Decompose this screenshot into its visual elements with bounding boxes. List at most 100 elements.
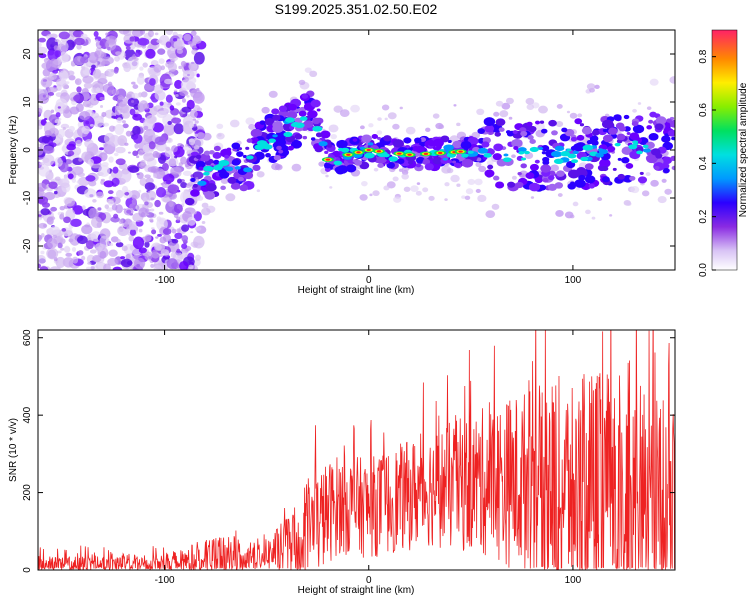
noise-blob — [42, 68, 51, 77]
noise-blob — [129, 221, 137, 231]
noise-blob — [38, 254, 46, 265]
ridge-blob — [567, 183, 576, 190]
ridge-highlight — [197, 180, 207, 186]
ridge-blob — [541, 145, 550, 152]
ridge-blob — [274, 138, 286, 147]
noise-blob — [194, 120, 199, 124]
ridge-blob — [303, 120, 314, 129]
noise-blob — [62, 257, 75, 268]
noise-blob — [125, 94, 133, 99]
ridge-highlight — [290, 122, 299, 127]
noise-blob — [132, 125, 141, 136]
ridge-blob — [584, 175, 596, 184]
noise-blob — [465, 188, 474, 195]
noise-blob — [81, 125, 91, 135]
noise-blob — [129, 203, 138, 211]
ridge-blob — [377, 162, 384, 168]
ridge-blob — [460, 140, 472, 150]
noise-blob — [361, 181, 368, 187]
noise-blob — [144, 201, 149, 206]
ridge-blob — [570, 136, 578, 142]
ridge-blob — [621, 157, 630, 164]
noise-blob — [115, 51, 122, 56]
ridge-blob — [453, 162, 461, 168]
ridge-blob — [336, 139, 348, 149]
ridge-blob — [278, 149, 284, 154]
ridge-blob — [542, 177, 549, 183]
noise-blob — [85, 175, 96, 182]
noise-blob — [171, 145, 178, 153]
noise-blob — [179, 260, 189, 270]
noise-blob — [167, 184, 180, 194]
noise-blob — [387, 112, 397, 120]
noise-blob — [381, 104, 390, 111]
noise-blob — [637, 102, 642, 105]
noise-blob — [52, 235, 58, 239]
noise-blob — [626, 201, 632, 206]
noise-blob — [256, 171, 265, 178]
ridge-highlight — [262, 144, 273, 150]
noise-blob — [73, 94, 85, 103]
ridge-blob — [272, 124, 284, 133]
noise-blob — [181, 106, 192, 113]
ridge-blob — [245, 146, 250, 150]
noise-blob — [93, 68, 102, 79]
noise-blob — [112, 266, 123, 270]
noise-blob — [525, 97, 535, 105]
noise-blob — [261, 106, 270, 114]
ridge-highlight — [570, 159, 579, 164]
noise-blob — [491, 203, 500, 210]
ridge-highlight — [503, 153, 509, 157]
noise-blob — [114, 123, 125, 136]
noise-blob — [134, 111, 139, 115]
noise-blob — [157, 48, 166, 55]
noise-blob — [124, 142, 129, 146]
ridge-blob — [602, 128, 608, 133]
noise-blob — [486, 160, 494, 166]
noise-blob — [196, 117, 201, 120]
snr-xlabel: Height of straight line (km) — [298, 585, 415, 596]
ridge-blob — [511, 138, 523, 148]
ridge-blob — [598, 166, 605, 172]
noise-blob — [162, 228, 172, 235]
ridge-blob — [667, 129, 675, 137]
noise-blob — [136, 263, 140, 267]
noise-blob — [144, 251, 153, 261]
snr-panel: -100 0 100 0 200 400 600 Height of straight li… — [8, 329, 676, 596]
noise-blob — [116, 117, 123, 124]
noise-blob — [75, 139, 82, 147]
noise-blob — [99, 250, 107, 259]
ridge-blob — [422, 158, 431, 165]
noise-blob — [118, 30, 130, 35]
ridge-highlight — [467, 152, 475, 157]
ridge-blob — [403, 137, 412, 144]
noise-blob — [86, 222, 90, 225]
noise-blob — [152, 173, 158, 179]
noise-blob — [245, 117, 255, 125]
noise-blob — [664, 188, 672, 195]
ridge-blob — [654, 165, 660, 171]
ridge-blob — [383, 135, 392, 142]
noise-blob — [103, 180, 114, 188]
noise-blob — [61, 155, 66, 161]
noise-blob — [114, 55, 120, 62]
ridge-blob — [212, 152, 222, 159]
noise-blob — [70, 218, 82, 227]
noise-blob — [131, 100, 135, 103]
noise-blob — [225, 193, 236, 202]
noise-blob — [58, 51, 69, 63]
ridge-blob — [407, 160, 414, 165]
noise-blob — [403, 186, 411, 192]
noise-blob — [572, 201, 579, 207]
noise-blob — [123, 63, 131, 73]
noise-blob — [156, 39, 163, 44]
noise-blob — [142, 62, 148, 68]
noise-blob — [196, 195, 204, 201]
ridge-blob — [629, 175, 636, 181]
ridge-blob — [512, 130, 518, 135]
ridge-highlight — [520, 157, 527, 161]
ridge-highlight — [272, 134, 278, 138]
noise-blob — [77, 250, 84, 256]
ridge-blob — [376, 136, 381, 140]
